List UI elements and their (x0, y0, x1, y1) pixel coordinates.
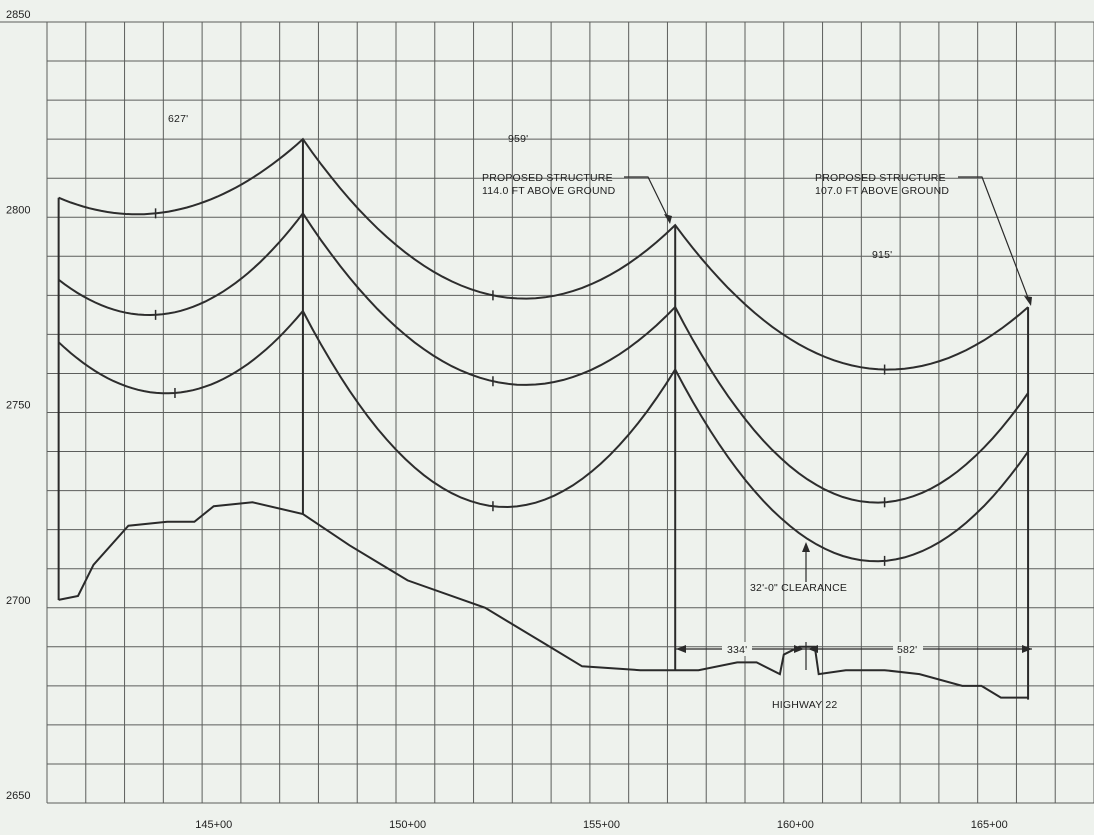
structure-2-arrowhead (1024, 296, 1032, 306)
conductor-2 (57, 211, 1029, 504)
dim-arrow-mid-right (808, 645, 818, 653)
clearance-label: 32'-0" CLEARANCE (750, 582, 847, 594)
structure-1-arrowhead (664, 214, 672, 224)
structure-2-label-line1: PROPOSED STRUCTURE (815, 172, 946, 184)
y-tick-label: 2800 (6, 204, 30, 216)
structure-1-leader (624, 176, 671, 223)
structure-1-label-line1: PROPOSED STRUCTURE (482, 172, 613, 184)
y-tick-label: 2700 (6, 595, 30, 607)
x-tick-label: 155+00 (583, 819, 620, 831)
dim-label-2: 582' (897, 644, 917, 656)
dim-arrow-right (1022, 645, 1032, 653)
structure-1-label-line2: 114.0 FT ABOVE GROUND (482, 185, 616, 197)
x-axis-labels: 145+00 150+00 155+00 160+00 165+00 (195, 819, 1008, 831)
y-tick-label: 2650 (6, 790, 30, 802)
conductor-curves (57, 137, 1029, 566)
x-tick-label: 150+00 (389, 819, 426, 831)
ground-profile (58, 501, 1029, 699)
span-label-3: 915' (872, 249, 892, 261)
span-label-2: 959' (508, 133, 528, 145)
dim-arrow-mid-left (794, 645, 804, 653)
y-axis-labels: 2850 2800 2750 2700 2650 (6, 9, 30, 802)
x-tick-label: 165+00 (971, 819, 1008, 831)
dim-label-2-bg (893, 642, 923, 656)
x-tick-label: 145+00 (195, 819, 232, 831)
y-tick-label: 2750 (6, 400, 30, 412)
conductor-1 (58, 137, 1029, 371)
structures (57, 139, 1030, 700)
conductor-3 (57, 309, 1029, 563)
x-tick-label: 160+00 (777, 819, 814, 831)
span-label-1: 627' (168, 113, 188, 125)
grid (0, 21, 1094, 804)
dim-arrow-left (676, 645, 686, 653)
annotations: 627' 959' 915' PROPOSED STRUCTURE 114.0 … (168, 113, 1032, 711)
dim-label-1-bg (722, 642, 752, 656)
ground-line (58, 501, 1029, 699)
y-tick-label: 2850 (6, 9, 30, 21)
structure-2-leader (958, 176, 1031, 304)
dim-label-1: 334' (727, 644, 747, 656)
clearance-arrowhead (802, 542, 810, 552)
structure-2-label-line2: 107.0 FT ABOVE GROUND (815, 185, 949, 197)
highway-label: HIGHWAY 22 (772, 699, 837, 711)
